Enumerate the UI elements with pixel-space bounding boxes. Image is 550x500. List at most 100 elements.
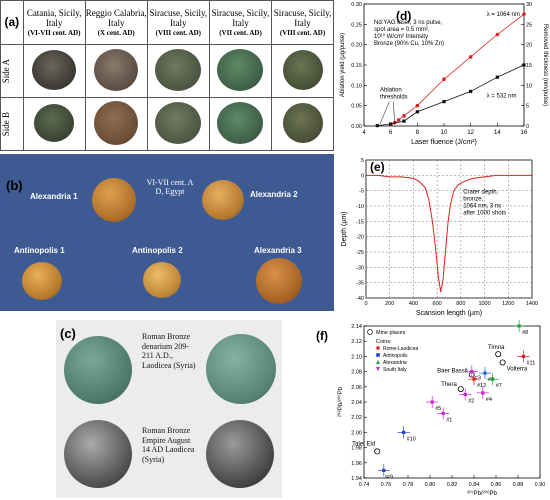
x-tick-label: 0.84 <box>469 482 480 488</box>
y-tick-label: 1.98 <box>351 446 362 452</box>
coin-point <box>463 392 467 396</box>
coin-cell <box>84 44 148 98</box>
legend-series-label: Rome-Laodicea <box>383 346 419 352</box>
coin-label: Alexandria 2 <box>250 190 298 199</box>
series-label: λ = 532 nm <box>487 94 517 100</box>
x-tick-label: 12 <box>467 130 474 136</box>
panel-label-f: (f) <box>316 329 328 343</box>
row-header: Side A <box>0 44 24 98</box>
mine-marker <box>374 448 381 455</box>
coin-label: Alexandria 3 <box>254 246 302 255</box>
legend-series-label: Alexandria <box>383 360 407 366</box>
threshold-label: thresholds <box>380 94 408 100</box>
legend-mine-label: Mine places <box>376 330 406 336</box>
coin-cell <box>271 97 334 151</box>
data-point <box>469 89 473 94</box>
y-tick-label: 0.30 <box>351 2 362 8</box>
data-point <box>495 32 500 37</box>
coin-photo <box>22 262 62 300</box>
coin-description: Roman Bronze denarium 209-211 A.D., Laod… <box>142 332 196 370</box>
x-tick-label: 1400 <box>526 301 538 307</box>
x-tick-label: 200 <box>385 301 394 307</box>
data-point <box>468 55 473 59</box>
mine-label: Volterra <box>507 366 528 372</box>
y-tick-label: 2.08 <box>351 370 362 376</box>
coin-table: (a) Catania, Sicily, Italy (VI-VII cent. … <box>0 0 334 151</box>
mine-label: Baer Bassit <box>437 369 468 375</box>
legend-marker <box>376 353 380 357</box>
y-tick-label: 2.00 <box>351 430 362 436</box>
data-point <box>402 114 406 118</box>
column-header: Siracuse, Sicily, Italy (VIII cent. AD) <box>271 0 334 45</box>
y-tick-label: 0.00 <box>351 124 362 130</box>
data-point <box>415 110 419 114</box>
legend-marker <box>376 360 380 364</box>
coin-cell <box>208 44 273 98</box>
column-header: Siracuse, Sicily, Italy (VIII cent. AD) <box>146 0 210 45</box>
annotation-line: 1064 nm, 3 ns <box>463 204 501 210</box>
y2-tick-label: 10 <box>526 83 532 89</box>
panel-label-e: (e) <box>370 160 385 174</box>
x-tick-label: 600 <box>433 301 442 307</box>
legend-marker <box>376 346 380 350</box>
y-tick-label: -20 <box>356 235 364 241</box>
series-line <box>377 64 525 126</box>
legend-series-label: South Italy <box>383 367 407 373</box>
y-tick-label: -10 <box>356 204 364 210</box>
chart-d: (d) Nd:YAG laser, 3 ns pulse, spot area =… <box>340 2 548 146</box>
panel-label-a: (a) <box>4 15 20 29</box>
panel-label-b: (b) <box>6 178 23 193</box>
y-tick-label: 1.94 <box>351 476 362 482</box>
column-header: Reggio Calabria, Italy (X cent. AD) <box>84 0 148 45</box>
y-tick-label: 0.15 <box>351 63 362 69</box>
column-date: (VII cent. AD) <box>219 28 262 37</box>
column-place: Catania, Sicily, Italy <box>26 7 82 28</box>
series-label: λ = 1064 nm <box>487 12 520 18</box>
point-label: #10 <box>407 436 416 442</box>
column-date: (VI-VII cent. AD) <box>27 28 81 37</box>
y-axis-label: ²⁰⁸Pb/²⁰⁶Pb <box>337 386 344 417</box>
y2-tick-label: 15 <box>526 63 532 69</box>
x-tick-label: 0.76 <box>381 482 392 488</box>
data-point <box>375 123 379 128</box>
point-label: #2 <box>468 398 474 404</box>
coin-photo <box>155 102 202 144</box>
data-point <box>442 100 446 104</box>
y-tick-label: 0 <box>361 173 364 179</box>
x-tick-label: 4 <box>362 130 366 136</box>
coin-point <box>481 391 485 395</box>
column-header: Catania, Sicily, Italy (VI-VII cent. AD) <box>22 0 86 45</box>
point-label: #4 <box>486 397 492 403</box>
x-axis-label: ²⁰⁷Pb/²⁰⁶Pb <box>467 490 497 497</box>
coin-photo <box>282 103 323 143</box>
coin-cell <box>146 97 210 151</box>
side-a-label: Side A <box>1 58 11 84</box>
panel-label-c: (c) <box>60 326 76 341</box>
data-point <box>396 118 401 122</box>
x-tick-label: 400 <box>409 301 418 307</box>
x-tick-label: 0.78 <box>403 482 414 488</box>
legend-series-label: Antinopolis <box>383 353 408 359</box>
y2-tick-label: 25 <box>526 22 532 28</box>
coin-point <box>517 324 521 328</box>
side-b-label: Side B <box>1 111 11 137</box>
coin-photo <box>202 180 244 220</box>
coin-point <box>491 377 495 381</box>
mine-label: Timna <box>488 345 505 351</box>
coin-label: Alexandria 1 <box>30 192 78 201</box>
coin-point <box>402 430 406 434</box>
coin-photo <box>206 420 274 488</box>
profile-line <box>366 174 532 292</box>
y-tick-label: 0.05 <box>351 104 362 110</box>
column-date: (VIII cent. AD) <box>279 28 326 37</box>
x-tick-label: 0.74 <box>359 482 370 488</box>
y-tick-label: 5 <box>361 158 364 164</box>
coin-photo <box>34 104 75 142</box>
y-tick-label: -40 <box>356 296 364 302</box>
coin-photo <box>155 49 202 91</box>
x-tick-label: 0.86 <box>491 482 502 488</box>
annotation-line: bronze, <box>463 197 483 203</box>
y-axis-label: Depth (μm) <box>341 211 348 246</box>
point-label: #11 <box>527 360 536 366</box>
panel-c: (c) Roman Bronze denarium 209-211 A.D., … <box>56 320 282 498</box>
